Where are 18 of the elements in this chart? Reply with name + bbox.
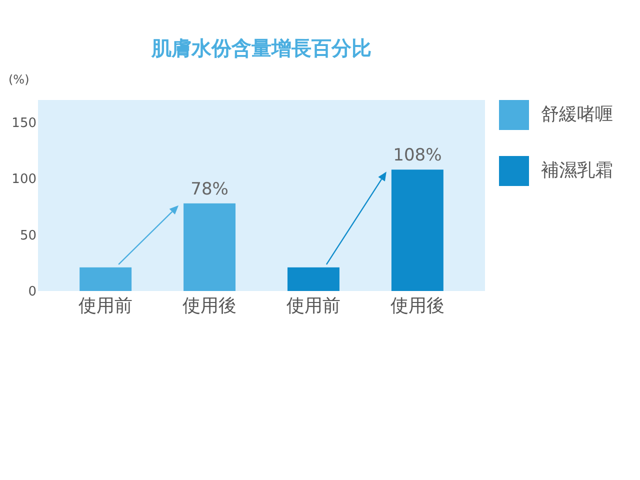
bar xyxy=(391,170,444,291)
y-axis-title: (%) xyxy=(8,72,30,86)
bar xyxy=(287,267,340,291)
x-tick-label: 使用前 xyxy=(78,296,133,316)
bar xyxy=(80,267,132,291)
y-tick-label: 100 xyxy=(12,172,36,188)
y-tick-label: 150 xyxy=(12,116,36,131)
legend-label: 舒緩啫喱 xyxy=(541,104,613,125)
x-tick-label: 使用後 xyxy=(390,296,444,316)
legend-label: 補濕乳霜 xyxy=(541,160,613,181)
x-tick-label: 使用前 xyxy=(286,296,340,316)
chart-title: 肌膚水份含量增長百分比 xyxy=(150,36,372,60)
bar xyxy=(184,203,236,291)
data-label: 108% xyxy=(393,146,442,166)
y-tick-label: 0 xyxy=(28,284,36,300)
y-tick-label: 50 xyxy=(20,228,36,244)
x-tick-label: 使用後 xyxy=(182,296,237,316)
data-label: 78% xyxy=(190,179,228,200)
